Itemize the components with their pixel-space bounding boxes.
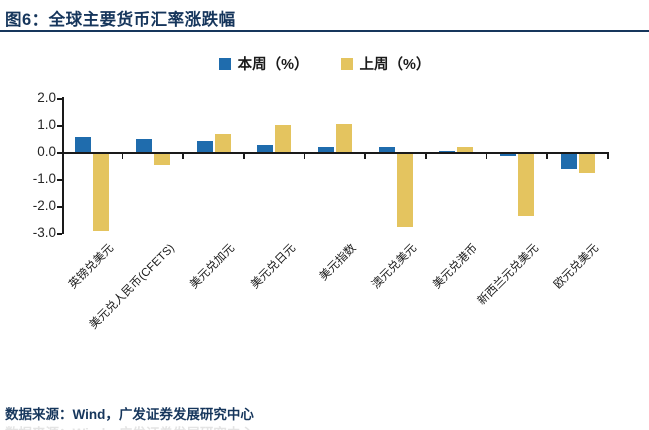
- y-axis-tick: [57, 152, 62, 154]
- bar: [136, 138, 152, 154]
- category-label: 澳元兑美元: [370, 242, 420, 292]
- bar: [318, 146, 334, 154]
- figure-title: 图6：全球主要货币汇率涨跌幅: [5, 11, 236, 29]
- category-label: 欧元兑美元: [552, 242, 602, 292]
- watermark-artifact: 数据来源：Wind，广发证券发展研究中心: [5, 422, 254, 430]
- x-axis-tick: [303, 154, 306, 159]
- bar: [154, 152, 170, 165]
- y-axis-tick-label: 2.0: [37, 90, 56, 105]
- x-axis-tick: [485, 154, 488, 159]
- category-label: 美元指数: [317, 242, 359, 284]
- bar: [257, 145, 274, 154]
- bar: [396, 152, 413, 227]
- x-axis-tick: [607, 154, 609, 159]
- x-axis-tick: [121, 154, 124, 159]
- y-axis-tick-label: -2.0: [32, 198, 56, 213]
- y-axis-tick: [57, 206, 62, 208]
- category-label: 美元兑日元: [248, 242, 298, 292]
- x-axis-tick: [182, 154, 184, 159]
- y-axis-tick: [57, 125, 62, 127]
- legend-swatch-this-week: [218, 57, 231, 70]
- category-label: 美元兑港币: [430, 242, 480, 292]
- y-axis-tick-label: 0.0: [37, 144, 56, 159]
- category-label: 美元兑加元: [188, 242, 238, 292]
- x-axis-tick: [546, 154, 548, 159]
- y-axis-line: [62, 97, 64, 234]
- bar: [457, 146, 474, 154]
- bar: [336, 123, 352, 154]
- category-label: 英镑兑美元: [66, 242, 116, 292]
- data-source-note: 数据来源：Wind，广发证券发展研究中心: [5, 407, 254, 422]
- y-axis-tick: [57, 98, 62, 100]
- x-axis-zero-line: [62, 152, 609, 154]
- y-axis-tick-label: -3.0: [32, 225, 56, 240]
- legend-label-last-week: 上周（%）: [359, 57, 431, 73]
- bar: [560, 152, 577, 169]
- legend: 本周（%） 上周（%）: [0, 53, 649, 74]
- y-axis-tick: [57, 179, 62, 181]
- bar: [75, 137, 92, 154]
- bar: [93, 152, 110, 231]
- bar: [518, 152, 534, 217]
- title-divider: [0, 30, 649, 32]
- y-axis-tick: [57, 233, 62, 235]
- category-label: 新西兰元兑美元: [475, 242, 541, 308]
- legend-label-this-week: 本周（%）: [237, 57, 309, 73]
- y-axis-tick-label: -1.0: [32, 171, 56, 186]
- bar: [578, 152, 595, 173]
- legend-item-last-week: 上周（%）: [340, 53, 431, 74]
- bar: [378, 146, 395, 154]
- x-axis-tick: [425, 154, 427, 159]
- legend-item-this-week: 本周（%）: [218, 53, 309, 74]
- x-axis-tick: [364, 154, 366, 159]
- legend-swatch-last-week: [340, 57, 353, 70]
- x-axis-tick: [243, 154, 245, 159]
- bar: [196, 141, 213, 154]
- bar: [214, 134, 231, 154]
- bar: [275, 125, 292, 154]
- y-axis-tick-label: 1.0: [37, 117, 56, 132]
